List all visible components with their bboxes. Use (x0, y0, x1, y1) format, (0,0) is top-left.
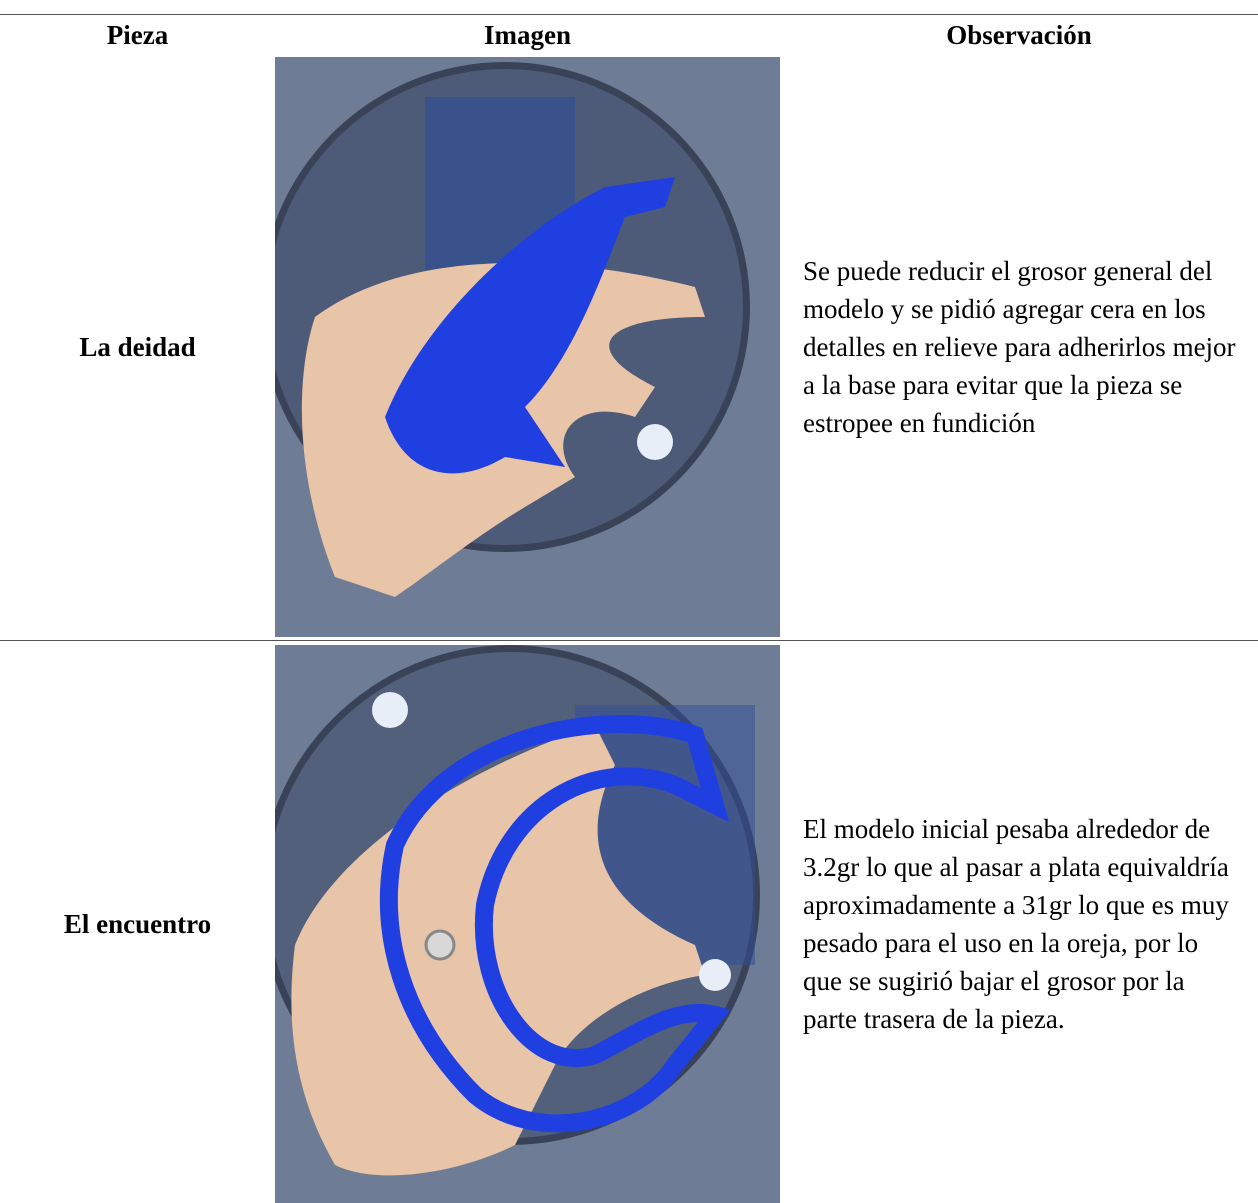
observation: Se puede reducir el grosor general del m… (803, 256, 1236, 438)
photo (275, 57, 780, 637)
photo (275, 645, 780, 1203)
observation: El modelo inicial pesaba alrededor de 3.… (803, 814, 1229, 1034)
header-cell: Pieza (106, 20, 169, 50)
top-rule (0, 14, 1258, 15)
header-cell: Observación (946, 20, 1092, 50)
row-rule (0, 640, 1258, 641)
piece-name: La deidad (79, 331, 196, 362)
header-cell: Imagen (484, 20, 571, 50)
piece-name: El encuentro (63, 908, 212, 939)
